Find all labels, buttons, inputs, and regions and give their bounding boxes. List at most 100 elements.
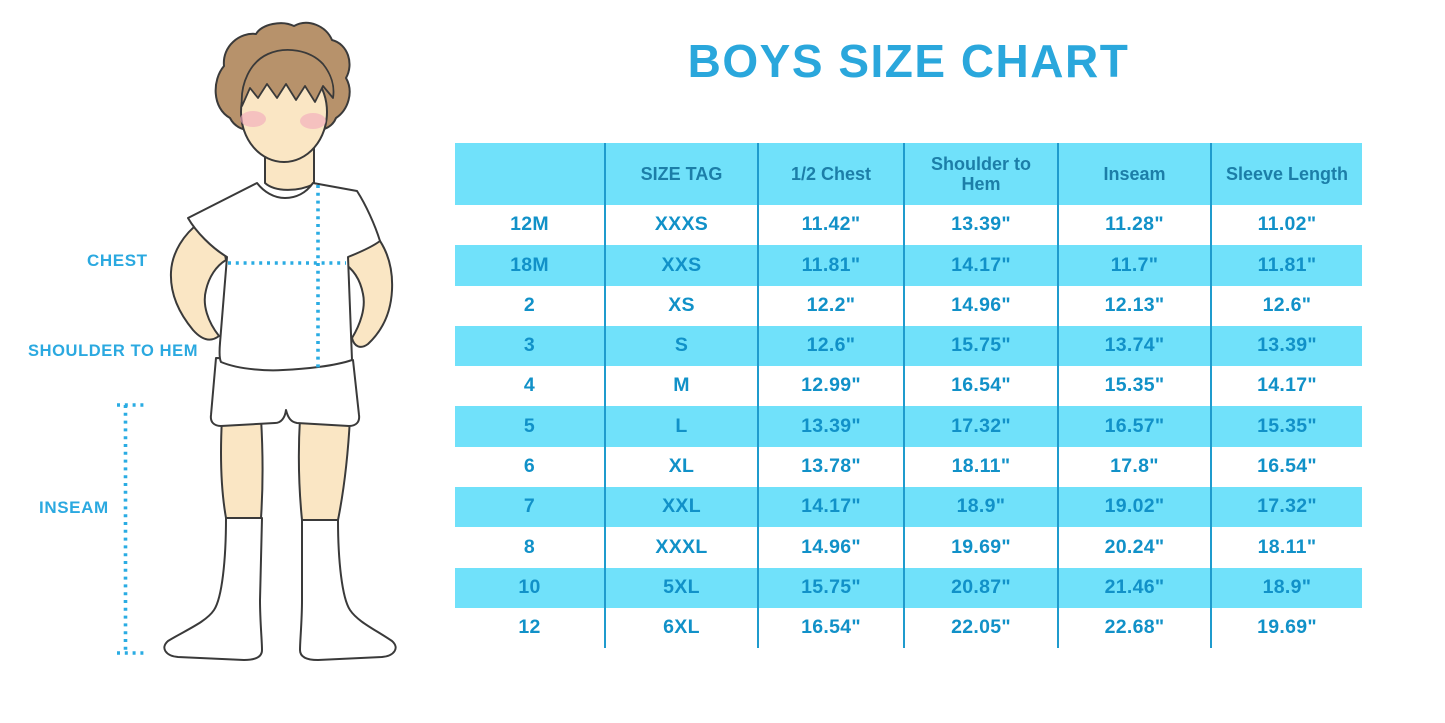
cell-size-tag: XXXS [604,205,757,246]
table-body: 12M XXXS 11.42" 13.39" 11.28" 11.02" 18M… [455,205,1362,649]
cell-half-chest: 13.78" [757,446,903,488]
cell-half-chest: 13.39" [757,406,903,447]
cell-shoulder-to-hem: 15.75" [903,325,1057,367]
cell-shoulder-to-hem: 16.54" [903,366,1057,407]
cell-size-tag: XXS [604,245,757,286]
cell-half-chest: 11.81" [757,245,903,286]
boy-shorts [209,357,361,427]
cell-inseam: 16.57" [1057,406,1210,447]
cell-sleeve-length: 11.81" [1210,245,1362,286]
shoulder-to-hem-label: SHOULDER TO HEM [28,342,199,360]
cell-sleeve-length: 16.54" [1210,446,1362,488]
header-cell-sleeve-length: Sleeve Length [1210,143,1362,205]
cell-size: 6 [523,455,536,478]
table-row: 12M XXXS 11.42" 13.39" 11.28" 11.02" [455,205,1362,246]
cell-inseam: 21.46" [1057,567,1210,608]
cell-size: 12M [510,213,549,236]
boy-left-sock [163,517,263,661]
table-row: 4 M 12.99" 16.54" 15.35" 14.17" [455,366,1362,407]
cell-sleeve-length: 12.6" [1210,285,1362,326]
cell-inseam: 12.13" [1057,285,1210,326]
cell-size-tag: 6XL [604,607,757,649]
cell-size: 10 [518,575,541,598]
cell-sleeve-length: 19.69" [1210,607,1362,649]
cell-size: 5 [523,414,536,437]
table-row: 8 XXXL 14.96" 19.69" 20.24" 18.11" [455,527,1362,568]
cell-size-tag: M [604,366,757,407]
cell-inseam: 19.02" [1057,487,1210,528]
cell-shoulder-to-hem: 19.69" [903,527,1057,568]
cell-size: 18M [510,253,549,276]
table-row: 5 L 13.39" 17.32" 16.57" 15.35" [455,406,1362,447]
table-row: 2 XS 12.2" 14.96" 12.13" 12.6" [455,285,1362,326]
cell-shoulder-to-hem: 17.32" [903,406,1057,447]
cell-sleeve-length: 11.02" [1210,205,1362,246]
cell-size: 12 [518,616,541,639]
cell-inseam: 15.35" [1057,366,1210,407]
cell-sleeve-length: 17.32" [1210,487,1362,528]
cell-sleeve-length: 15.35" [1210,406,1362,447]
boy-left-arm [169,221,227,341]
cell-size: 7 [523,495,536,518]
cell-shoulder-to-hem: 22.05" [903,607,1057,649]
cell-half-chest: 12.2" [757,285,903,326]
cell-size-tag: 5XL [604,567,757,608]
cell-sleeve-length: 18.11" [1210,527,1362,568]
cell-half-chest: 14.17" [757,487,903,528]
inseam-label: INSEAM [39,498,109,517]
cell-size-tag: XXXL [604,527,757,568]
cell-half-chest: 12.6" [757,325,903,367]
header-cell-size [455,143,604,205]
header-cell-size-tag: SIZE TAG [604,143,757,205]
table-row: 10 5XL 15.75" 20.87" 21.46" 18.9" [455,567,1362,608]
table-row: 6 XL 13.78" 18.11" 17.8" 16.54" [455,446,1362,488]
header-cell-inseam: Inseam [1057,143,1210,205]
chest-label: CHEST [87,251,148,270]
cell-shoulder-to-hem: 20.87" [903,567,1057,608]
boy-blush-left [240,111,266,127]
size-table: SIZE TAG 1/2 Chest Shoulder to Hem Insea… [455,143,1362,649]
cell-half-chest: 12.99" [757,366,903,407]
cell-inseam: 13.74" [1057,325,1210,367]
boy-right-leg [297,417,351,521]
cell-size: 3 [523,334,536,357]
cell-size-tag: XXL [604,487,757,528]
cell-size-tag: L [604,406,757,447]
cell-sleeve-length: 13.39" [1210,325,1362,367]
cell-half-chest: 16.54" [757,607,903,649]
cell-shoulder-to-hem: 18.9" [903,487,1057,528]
cell-shoulder-to-hem: 14.96" [903,285,1057,326]
cell-size-tag: XS [604,285,757,326]
cell-shoulder-to-hem: 13.39" [903,205,1057,246]
table-row: 7 XXL 14.17" 18.9" 19.02" 17.32" [455,487,1362,528]
boy-left-leg [220,417,264,519]
table-header-row: SIZE TAG 1/2 Chest Shoulder to Hem Insea… [455,143,1362,205]
boy-blush-right [300,113,326,129]
cell-size: 4 [523,374,536,397]
cell-half-chest: 15.75" [757,567,903,608]
cell-sleeve-length: 18.9" [1210,567,1362,608]
cell-half-chest: 11.42" [757,205,903,246]
cell-shoulder-to-hem: 18.11" [903,446,1057,488]
cell-size-tag: S [604,325,757,367]
cell-inseam: 11.7" [1057,245,1210,286]
boy-right-sock [299,519,397,661]
cell-size-tag: XL [604,446,757,488]
table-row: 3 S 12.6" 15.75" 13.74" 13.39" [455,325,1362,367]
cell-inseam: 17.8" [1057,446,1210,488]
cell-shoulder-to-hem: 14.17" [903,245,1057,286]
header-cell-half-chest: 1/2 Chest [757,143,903,205]
page-title: BOYS SIZE CHART [687,35,1130,87]
cell-size: 8 [523,535,536,558]
header-cell-shoulder-to-hem: Shoulder to Hem [903,143,1057,205]
cell-inseam: 20.24" [1057,527,1210,568]
cell-inseam: 22.68" [1057,607,1210,649]
cell-half-chest: 14.96" [757,527,903,568]
boy-hair-fringe [240,49,335,107]
boy-tshirt [187,182,381,372]
boy-measurement-illustration [117,21,397,661]
boy-right-arm [341,237,394,348]
cell-sleeve-length: 14.17" [1210,366,1362,407]
table-row: 18M XXS 11.81" 14.17" 11.7" 11.81" [455,245,1362,286]
